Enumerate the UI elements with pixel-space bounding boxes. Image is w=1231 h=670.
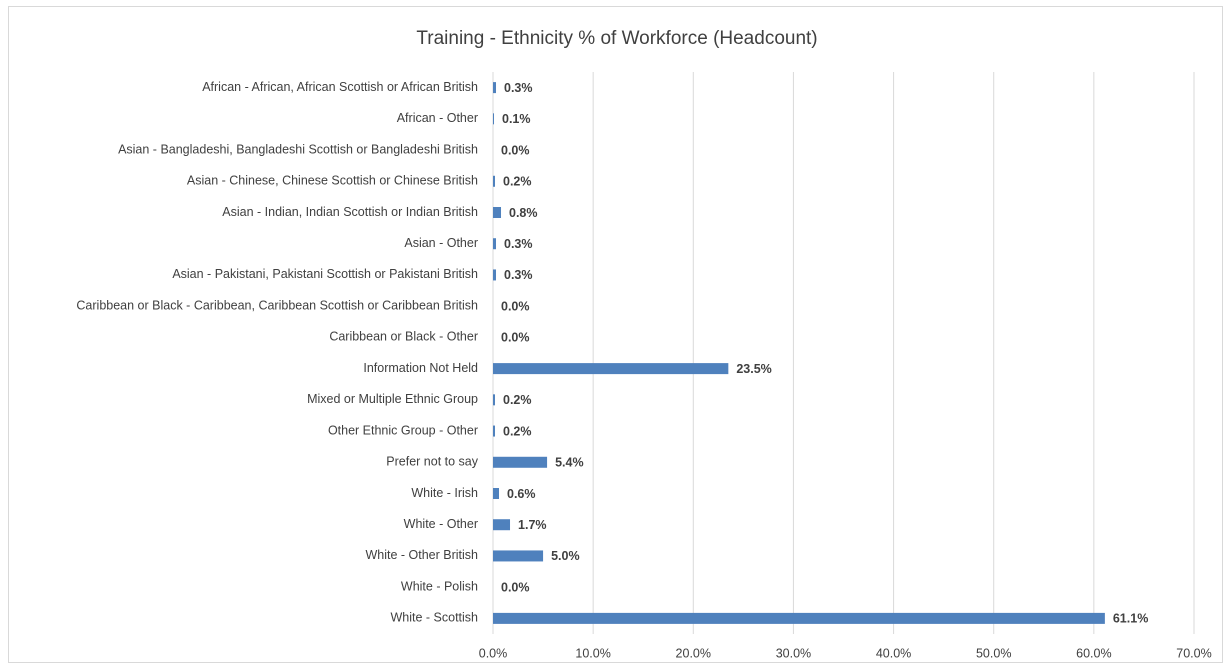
y-tick-label: Asian - Other (404, 236, 478, 250)
x-tick-label: 50.0% (976, 646, 1011, 660)
x-tick-label: 20.0% (676, 646, 711, 660)
x-tick-label: 60.0% (1076, 646, 1111, 660)
y-tick-label: African - Other (397, 111, 478, 125)
bar (493, 394, 496, 406)
value-label: 0.0% (501, 331, 530, 345)
bar (493, 269, 497, 281)
value-label: 0.2% (503, 424, 532, 438)
y-tick-label: Asian - Indian, Indian Scottish or India… (222, 205, 478, 219)
y-tick-label: Information Not Held (363, 361, 478, 375)
value-label: 1.7% (518, 518, 547, 532)
y-tick-label: Other Ethnic Group - Other (328, 423, 478, 437)
value-label: 0.0% (501, 143, 530, 157)
value-label: 0.8% (509, 206, 538, 220)
x-tick-label: 0.0% (479, 646, 508, 660)
y-tick-label: African - African, African Scottish or A… (202, 80, 478, 94)
value-label: 0.2% (503, 175, 532, 189)
y-tick-label: White - Other British (365, 548, 478, 562)
y-tick-label: White - Other (404, 517, 478, 531)
bar (493, 238, 497, 250)
y-tick-label: Mixed or Multiple Ethnic Group (307, 392, 478, 406)
value-label: 0.6% (507, 487, 535, 501)
y-tick-label: White - Scottish (390, 611, 478, 625)
value-label: 0.1% (502, 112, 531, 126)
y-tick-label: Caribbean or Black - Caribbean, Caribbea… (76, 298, 478, 312)
bar (493, 488, 500, 499)
bar (493, 82, 497, 94)
chart-title: Training - Ethnicity % of Workforce (Hea… (416, 28, 817, 49)
bar (493, 363, 729, 375)
y-tick-label: White - Polish (401, 579, 478, 593)
value-label: 0.3% (504, 268, 533, 282)
bar (493, 113, 495, 125)
y-tick-label: Prefer not to say (386, 455, 478, 469)
bar (493, 456, 548, 468)
y-tick-label: Caribbean or Black - Other (329, 330, 478, 344)
value-label: 0.0% (501, 299, 530, 313)
chart-border (8, 6, 1223, 663)
x-tick-label: 40.0% (876, 646, 911, 660)
bar (493, 207, 502, 218)
bar (493, 175, 496, 187)
bar (493, 425, 496, 437)
bar (493, 550, 544, 562)
y-tick-label: Asian - Bangladeshi, Bangladeshi Scottis… (118, 142, 478, 156)
value-label: 0.3% (504, 237, 533, 251)
bar (493, 519, 511, 531)
value-label: 0.0% (501, 580, 530, 594)
x-tick-label: 30.0% (776, 646, 811, 660)
value-label: 5.0% (551, 549, 580, 563)
value-label: 0.3% (504, 81, 533, 95)
bar (493, 612, 1105, 624)
value-label: 23.5% (736, 362, 771, 376)
y-tick-label: White - Irish (411, 486, 478, 500)
y-tick-label: Asian - Pakistani, Pakistani Scottish or… (172, 267, 478, 281)
value-label: 0.2% (503, 393, 532, 407)
y-tick-label: Asian - Chinese, Chinese Scottish or Chi… (187, 174, 478, 188)
x-tick-label: 70.0% (1176, 646, 1211, 660)
value-label: 61.1% (1113, 612, 1148, 626)
x-tick-label: 10.0% (575, 646, 610, 660)
value-label: 5.4% (555, 456, 584, 470)
